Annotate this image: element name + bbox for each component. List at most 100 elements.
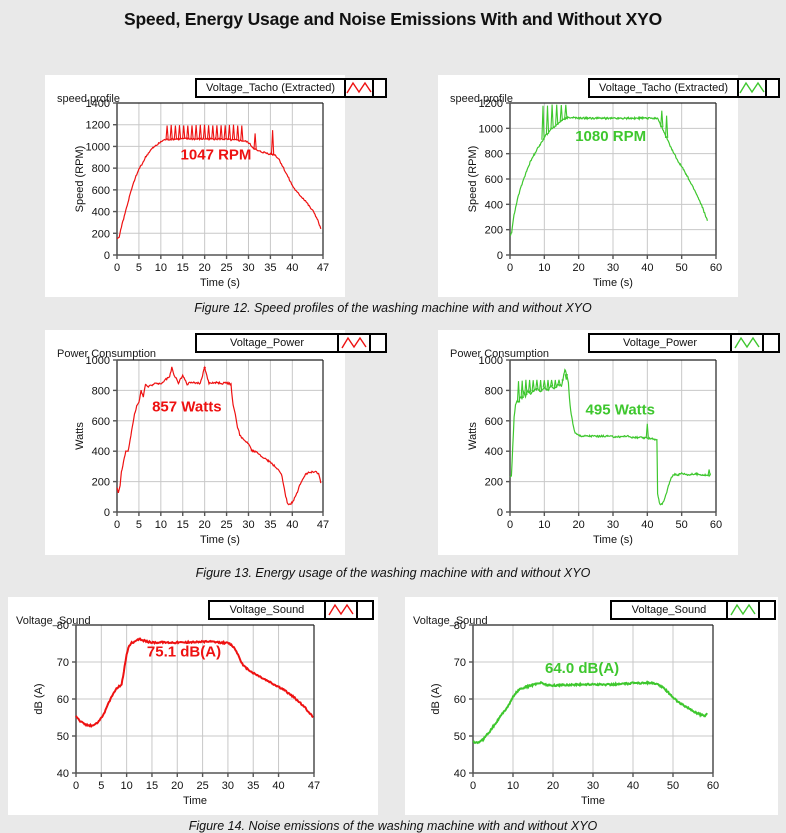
x-tick-label: 60	[710, 519, 722, 531]
data-spike	[558, 380, 560, 385]
x-tick-label: 15	[177, 262, 189, 274]
y-tick-label: 1000	[86, 355, 110, 367]
x-tick-label: 30	[222, 780, 234, 792]
x-tick-label: 40	[286, 262, 298, 274]
x-axis-title: Time (s)	[200, 277, 240, 289]
y-tick-label: 40	[454, 768, 466, 780]
x-tick-label: 60	[710, 262, 722, 274]
data-spike	[170, 125, 172, 139]
x-tick-label: 40	[641, 262, 653, 274]
x-tick-label: 47	[317, 262, 329, 274]
x-tick-label: 30	[242, 262, 254, 274]
legend-spacer	[767, 80, 778, 96]
x-tick-label: 5	[98, 780, 104, 792]
x-tick-label: 20	[573, 262, 585, 274]
y-tick-label: 0	[497, 250, 503, 262]
chart-annotation: 1047 RPM	[181, 146, 252, 163]
data-spike	[174, 126, 176, 140]
y-axis-title: Speed (RPM)	[467, 146, 479, 213]
data-spike	[187, 126, 189, 139]
x-tick-label: 47	[308, 780, 320, 792]
x-tick-label: 30	[587, 780, 599, 792]
y-tick-label: 800	[485, 149, 503, 161]
data-spike	[191, 125, 193, 138]
data-spike	[272, 130, 274, 154]
data-spike	[551, 105, 553, 128]
y-tick-label: 0	[104, 507, 110, 519]
y-tick-label: 600	[485, 416, 503, 428]
y-tick-label: 400	[92, 207, 110, 219]
x-tick-label: 0	[73, 780, 79, 792]
x-tick-label: 10	[538, 519, 550, 531]
data-spike	[547, 380, 549, 390]
data-spike	[532, 380, 534, 391]
y-tick-label: 1200	[86, 120, 110, 132]
y-tick-label: 80	[57, 620, 69, 632]
x-tick-label: 5	[136, 519, 142, 531]
data-spike	[224, 125, 226, 139]
x-tick-label: 40	[286, 519, 298, 531]
x-tick-label: 0	[470, 780, 476, 792]
page-title: Speed, Energy Usage and Noise Emissions …	[0, 0, 786, 30]
x-tick-label: 25	[196, 780, 208, 792]
x-tick-label: 0	[114, 262, 120, 274]
figure-14-caption: Figure 14. Noise emissions of the washin…	[0, 819, 786, 833]
x-axis-title: Time	[581, 795, 605, 807]
data-spike	[199, 125, 201, 139]
y-tick-label: 800	[92, 385, 110, 397]
x-axis-title: Time (s)	[200, 534, 240, 546]
y-tick-label: 200	[485, 477, 503, 489]
x-tick-label: 50	[667, 780, 679, 792]
data-spike	[517, 381, 519, 402]
y-tick-label: 60	[454, 694, 466, 706]
y-axis-title: Watts	[74, 422, 86, 450]
y-tick-label: 80	[454, 620, 466, 632]
legend-spacer	[371, 335, 385, 351]
y-tick-label: 70	[57, 657, 69, 669]
y-tick-label: 0	[497, 507, 503, 519]
data-spike	[208, 125, 210, 139]
x-tick-label: 20	[573, 519, 585, 531]
y-tick-label: 1000	[479, 123, 503, 135]
y-tick-label: 200	[485, 225, 503, 237]
data-spike	[542, 106, 544, 140]
x-tick-label: 10	[507, 780, 519, 792]
data-spike	[216, 125, 218, 139]
y-axis-title: Speed (RPM)	[74, 146, 86, 213]
x-tick-label: 10	[155, 262, 167, 274]
y-tick-label: 1000	[479, 355, 503, 367]
data-spike	[556, 105, 558, 125]
y-tick-label: 1200	[479, 98, 503, 110]
x-tick-label: 0	[507, 262, 513, 274]
x-tick-label: 40	[272, 780, 284, 792]
x-tick-label: 50	[676, 262, 688, 274]
x-tick-label: 60	[707, 780, 719, 792]
x-axis-title: Time	[183, 795, 207, 807]
x-tick-label: 25	[220, 519, 232, 531]
y-tick-label: 600	[92, 416, 110, 428]
legend-line-swatch-icon	[739, 80, 767, 96]
y-tick-label: 50	[57, 731, 69, 743]
data-spike	[237, 126, 239, 141]
y-tick-label: 200	[92, 228, 110, 240]
x-tick-label: 20	[199, 519, 211, 531]
x-tick-label: 40	[641, 519, 653, 531]
x-tick-label: 25	[220, 262, 232, 274]
y-tick-label: 400	[485, 199, 503, 211]
data-spike	[195, 125, 197, 139]
x-tick-label: 0	[114, 519, 120, 531]
x-tick-label: 30	[242, 519, 254, 531]
chart-annotation: 1080 RPM	[575, 128, 646, 145]
y-axis-title: dB (A)	[430, 683, 442, 714]
